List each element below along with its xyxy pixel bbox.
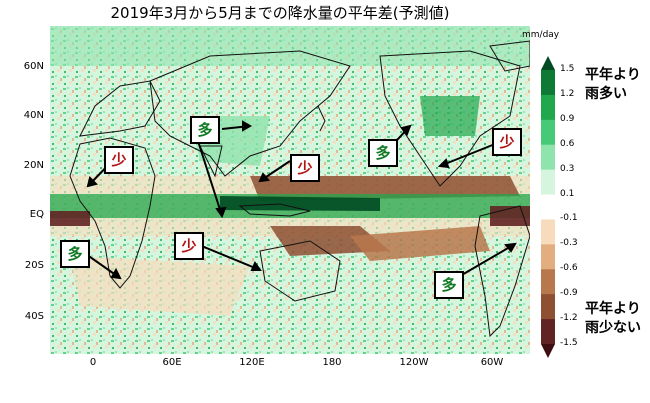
north-america-outline <box>379 50 521 187</box>
scale-label-wetter: 平年より 雨多い <box>585 66 641 104</box>
southern-ocean-dry <box>70 256 250 316</box>
africa-outline <box>69 137 156 289</box>
japan-outline <box>317 105 326 132</box>
colorbar-segment <box>541 70 555 96</box>
south-pacific-dry <box>350 226 490 261</box>
wet-marker-north-pacific: 多 <box>368 139 398 167</box>
wet-marker-south-america: 多 <box>434 271 464 299</box>
colorbar-segment <box>541 94 555 121</box>
scale-drier-line1: 平年より <box>585 301 641 317</box>
greenland-outline <box>489 40 530 72</box>
europe-outline <box>79 80 161 137</box>
atlantic-dry <box>50 211 90 226</box>
colorbar-unit: mm/day <box>522 30 560 40</box>
colorbar-segment <box>541 169 555 196</box>
colorbar-tick-label: 1.2 <box>560 88 575 99</box>
asia-outline <box>149 50 351 177</box>
colorbar-tick-label: -0.3 <box>560 238 578 249</box>
indonesia-outline <box>238 203 311 217</box>
lon-label-60e: 60E <box>162 357 182 368</box>
colorbar-top-arrow <box>541 56 555 70</box>
colorbar <box>541 56 555 358</box>
lat-label-20s: 20S <box>24 260 44 271</box>
india-outline <box>199 145 223 178</box>
scale-wetter-line1: 平年より <box>585 67 641 83</box>
colorbar-tick-label: 0.3 <box>560 163 575 174</box>
scale-wetter-line2: 雨多い <box>585 86 627 102</box>
colorbar-tick-label: -0.9 <box>560 288 578 299</box>
map-title: 2019年3月から5月までの降水量の平年差(予測値) <box>110 4 450 22</box>
colorbar-tick-label: 0.9 <box>560 113 575 124</box>
dry-marker-west-africa: 少 <box>104 146 134 174</box>
lat-label-40n: 40N <box>23 110 44 121</box>
colorbar-segment <box>541 294 555 320</box>
dry-marker-indian-ocean: 少 <box>174 232 204 260</box>
equatorial-strong-wet <box>220 196 380 211</box>
arctic-wet-band <box>50 26 530 66</box>
lon-label-60w: 60W <box>480 357 504 368</box>
dry-marker-north-america: 少 <box>492 128 522 156</box>
colorbar-tick-label: 1.5 <box>560 64 575 74</box>
lat-label-60n: 60N <box>23 61 44 72</box>
colorbar-tick-label: -0.6 <box>560 263 578 274</box>
wet-marker-southern-africa: 多 <box>60 240 90 268</box>
australia-outline <box>259 240 341 302</box>
colorbar-segment <box>541 269 555 295</box>
colorbar-bottom-arrow <box>541 344 555 358</box>
colorbar-tick-label: 0.1 <box>560 188 575 199</box>
precipitation-anomaly-map: 少 多 多 少 多 少 少 多 <box>50 26 530 354</box>
dry-marker-west-pacific: 少 <box>290 154 320 182</box>
marker-arrows <box>82 120 517 280</box>
colorbar-tick-label: -1.5 <box>560 338 578 348</box>
colorbar-tick-label: -1.2 <box>560 313 578 324</box>
scale-drier-line2: 雨少ない <box>585 320 641 336</box>
colorbar-segment <box>541 244 555 270</box>
colorbar-segment <box>541 219 555 245</box>
colorbar-tick-label: 0.6 <box>560 138 575 149</box>
colorbar-segment <box>541 144 555 171</box>
colorbar-segment <box>541 319 555 345</box>
lat-label-40s: 40S <box>24 311 44 322</box>
lon-label-120e: 120E <box>239 357 265 368</box>
scale-label-drier: 平年より 雨少ない <box>585 300 641 338</box>
colorbar-segment <box>541 119 555 146</box>
lon-label-120w: 120W <box>399 357 429 368</box>
north-america-wet <box>420 96 480 136</box>
lat-label-20n: 20N <box>23 160 44 171</box>
lat-label-eq: EQ <box>29 209 44 220</box>
south-america-outline <box>474 205 530 338</box>
colorbar-tick-label: -0.1 <box>560 213 578 224</box>
colorbar-segment <box>541 194 555 220</box>
lon-label-0: 0 <box>89 357 97 368</box>
lon-label-180: 180 <box>322 357 342 368</box>
wet-marker-asia: 多 <box>190 116 220 144</box>
